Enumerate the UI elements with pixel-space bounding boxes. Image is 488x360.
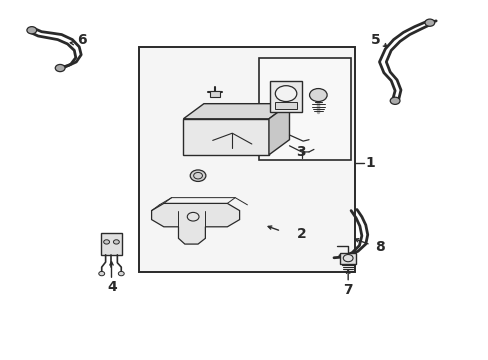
Text: 1: 1 — [365, 156, 375, 170]
Bar — [270, 81, 302, 112]
Text: 8: 8 — [375, 240, 385, 253]
Text: 5: 5 — [370, 33, 380, 46]
Polygon shape — [183, 119, 268, 155]
Polygon shape — [151, 203, 239, 244]
Circle shape — [27, 27, 37, 34]
Bar — [275, 102, 297, 109]
Circle shape — [190, 170, 205, 181]
Circle shape — [118, 271, 124, 276]
Text: 2: 2 — [297, 227, 306, 241]
Text: 7: 7 — [343, 283, 352, 297]
Bar — [259, 58, 350, 160]
Text: 6: 6 — [77, 33, 87, 46]
Polygon shape — [183, 104, 289, 119]
Circle shape — [113, 240, 119, 244]
Circle shape — [389, 97, 399, 104]
Text: 4: 4 — [107, 280, 117, 294]
Polygon shape — [268, 104, 289, 155]
Circle shape — [309, 89, 326, 102]
Circle shape — [99, 271, 104, 276]
Bar — [139, 47, 354, 272]
Circle shape — [424, 19, 434, 26]
Text: 3: 3 — [295, 145, 305, 159]
Bar — [340, 253, 355, 264]
Bar — [101, 233, 122, 255]
Bar — [210, 91, 220, 97]
Circle shape — [275, 86, 296, 102]
Circle shape — [103, 240, 109, 244]
Circle shape — [55, 64, 65, 72]
